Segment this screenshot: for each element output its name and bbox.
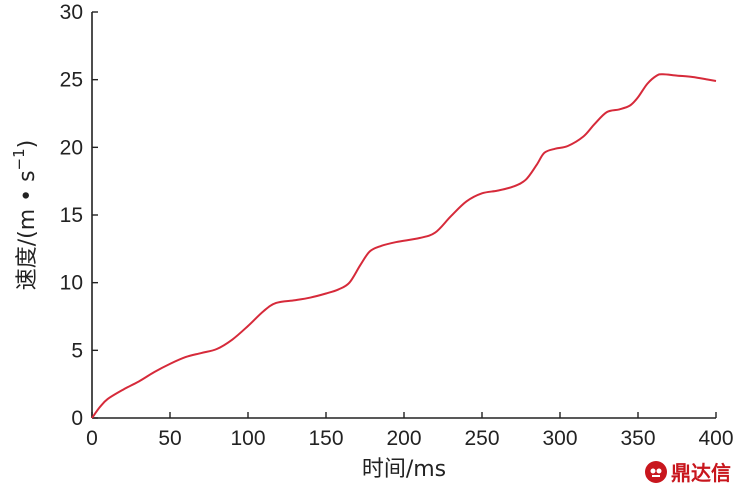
y-tick-label: 25 <box>60 69 83 92</box>
x-tick-label: 50 <box>158 427 181 450</box>
y-axis-label: 速度/(m • s−1) <box>10 140 40 291</box>
x-tick-label: 250 <box>464 427 499 450</box>
y-tick-label: 0 <box>71 407 83 430</box>
y-tick-label: 20 <box>60 136 83 159</box>
series-group <box>91 73 717 419</box>
y-axis-label-close: ) <box>15 140 40 149</box>
x-axis-label: 时间/ms <box>362 457 446 482</box>
series-line-velocity <box>91 73 717 419</box>
x-ticks: 0 50 100 150 200 250 300 350 400 <box>86 412 734 450</box>
y-tick-label: 15 <box>60 204 83 227</box>
y-ticks: 0 5 10 15 20 25 30 <box>60 1 98 430</box>
x-tick-label: 200 <box>386 427 421 450</box>
svg-text:速度/(m • s−1): 速度/(m • s−1) <box>10 140 40 291</box>
y-axis-label-superscript: −1 <box>10 148 28 170</box>
y-tick-label: 10 <box>60 272 83 295</box>
x-tick-label: 400 <box>698 427 733 450</box>
logo-icon <box>645 460 667 483</box>
x-tick-label: 300 <box>542 427 577 450</box>
x-tick-label: 350 <box>620 427 655 450</box>
plot-area: 0 50 100 150 200 250 300 350 400 0 5 10 15 20 25 30 <box>60 1 734 450</box>
watermark-logo: 鼎达信 <box>645 457 731 486</box>
y-tick-label: 30 <box>60 1 83 24</box>
watermark-text: 鼎达信 <box>671 461 731 485</box>
y-axis-label-main: 速度/(m • s <box>15 170 40 290</box>
x-tick-label: 150 <box>308 427 343 450</box>
x-tick-label: 0 <box>86 427 98 450</box>
y-tick-label: 5 <box>71 339 83 362</box>
x-tick-label: 100 <box>230 427 265 450</box>
